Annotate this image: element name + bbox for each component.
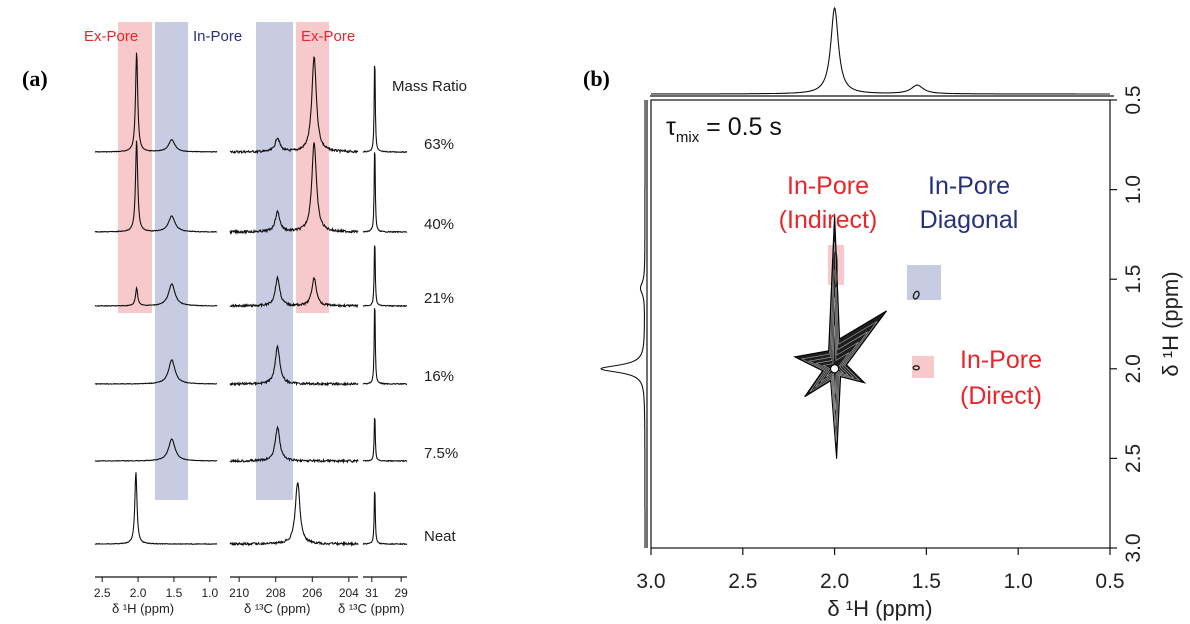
panel-b-ticks: 3.0 2.5 2.0 1.5 1.0 0.5 0.5 1.0 1.5 2.0 2.5 3.0 [636,85,1145,593]
top-projection-trace [651,6,1110,95]
spectrum-trace-21pct-sub2 [362,245,408,308]
panel-a-label: (a) [22,66,48,91]
mass-ratio-title: Mass Ratio [392,78,467,95]
contour-ring [822,325,850,395]
x-tick-label: 204 [339,586,359,600]
annotation-direct-line1: In-Pore [960,346,1042,374]
cross-peak-contours [793,213,920,459]
annotation-indirect-line1: In-Pore [787,172,869,200]
x-tick-label-2d: 0.5 [1095,570,1124,593]
plot-frame [650,99,1111,549]
band-in-pore-1h [155,22,188,500]
annotation-diagonal-line2: Diagonal [920,206,1019,234]
contour-star [793,213,888,459]
panel-b-label: (b) [583,66,610,91]
mixing-time-value: = 0.5 s [699,113,782,141]
band-label-ex-pore-left: Ex-Pore [84,28,138,45]
cross-peak-main [793,213,888,459]
spectrum-trace-Neat-sub0 [94,472,217,545]
band-label-ex-pore-right: Ex-Pore [301,28,355,45]
cross-peak-diagonal [912,290,920,300]
y-tick-label-2d: 2.5 [1122,444,1145,473]
spectrum-trace-40pct-sub2 [362,152,408,234]
mass-ratio-label: 63% [424,136,454,153]
band-label-in-pore: In-Pore [193,28,242,45]
x-tick-label: 1.0 [201,586,218,600]
spectrum-trace-16pct-sub1 [229,344,359,387]
mixing-time-label: τmix = 0.5 s [666,113,782,146]
band-in-pore-13c [256,22,293,500]
mixing-time-symbol: τ [666,113,676,141]
stacked-spectra [94,52,408,547]
x-tick-label-2d: 1.0 [1004,570,1033,593]
spectrum-trace-Neat-sub2 [362,491,408,546]
mass-ratio-label: 16% [424,368,454,385]
x-tick-label: 2.5 [94,586,111,600]
contour-ring [800,241,878,443]
mixing-time-subscript: mix [676,129,700,146]
spectrum-trace-63pct-sub1 [229,56,359,155]
y-tick-label-2d: 3.0 [1122,533,1145,562]
x-tick-label-2d: 1.5 [912,570,941,593]
mass-ratio-label: 21% [424,290,454,307]
contour-ring [807,269,869,427]
mass-ratio-label: Neat [424,528,457,545]
highlight-diagonal [907,265,941,300]
highlight-direct [912,356,934,378]
cross-peak-indirect [833,250,838,288]
spectrum-trace-63pct-sub2 [362,65,408,154]
contour-ring [815,297,859,411]
spectrum-trace-16pct-sub2 [362,308,408,386]
y-tick-label-2d: 0.5 [1122,85,1145,114]
x-tick-label: 208 [266,586,286,600]
spectrum-trace-7.5pct-sub2 [362,418,408,463]
x-axis-title-2d: δ ¹H (ppm) [827,596,932,621]
mass-ratio-label: 40% [424,216,454,233]
x-axis-title-13c-carbonyl: δ ¹³C (ppm) [244,601,310,616]
mass-ratio-labels: 63% 40% 21% 16% 7.5% Neat [424,136,458,545]
spectrum-trace-21pct-sub1 [229,274,359,309]
spectrum-trace-16pct-sub0 [94,359,217,386]
contour-center [830,364,840,374]
cross-peak-direct [912,365,920,371]
x-tick-label: 29 [394,586,408,600]
spectrum-trace-40pct-sub0 [94,140,218,233]
annotation-diagonal-line1: In-Pore [928,172,1010,200]
x-tick-label: 206 [302,586,322,600]
y-axis-title-2d: δ ¹H (ppm) [1158,271,1183,376]
spectrum-trace-Neat-sub1 [229,482,359,547]
x-tick-label-2d: 3.0 [636,570,665,593]
spectrum-trace-7.5pct-sub1 [229,425,359,465]
mass-ratio-label: 7.5% [424,445,458,462]
spectrum-trace-63pct-sub0 [95,52,218,153]
x-tick-label-2d: 2.5 [728,570,757,593]
x-axis-title-13c-methyl: δ ¹³C (ppm) [338,601,404,616]
x-axis-title-1h: δ ¹H (ppm) [112,601,174,616]
left-projection-trace [600,100,646,548]
x-tick-label: 1.5 [166,586,183,600]
y-tick-label-2d: 1.0 [1122,175,1145,204]
y-tick-label-2d: 1.5 [1122,265,1145,294]
band-ex-pore-1h [118,22,152,313]
y-tick-label-2d: 2.0 [1122,354,1145,383]
spectrum-trace-21pct-sub0 [94,282,218,307]
panel-b: (b) τmix = 0.5 s In-Pore (Indirect) In-P… [583,6,1183,621]
spectrum-trace-40pct-sub1 [229,142,359,235]
x-tick-label-2d: 2.0 [820,570,849,593]
x-tick-label: 31 [365,586,379,600]
x-tick-label: 210 [229,586,249,600]
spectrum-trace-7.5pct-sub0 [94,438,218,462]
x-tick-label: 2.0 [130,586,147,600]
panel-a-x-ticks: 2.5 2.0 1.5 1.0 210 208 206 204 31 29 [94,577,408,600]
panel-a: (a) Ex-Pore In-Pore Ex-Pore Mass Ratio 6… [22,22,467,616]
annotation-direct-line2: (Direct) [960,382,1042,410]
annotation-indirect-line2: (Indirect) [779,206,878,234]
